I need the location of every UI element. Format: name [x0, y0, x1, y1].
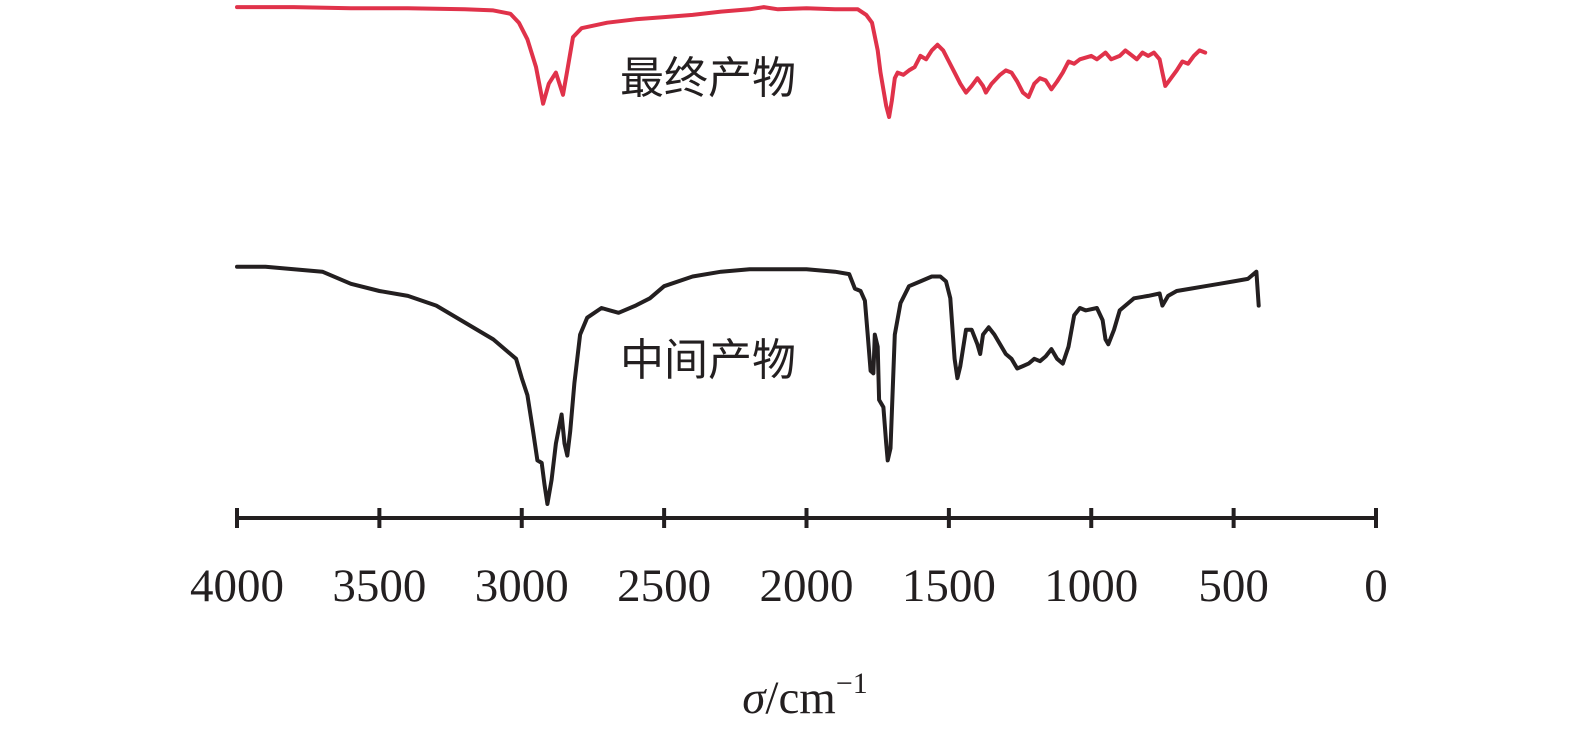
- x-tick-label: 1000: [1044, 560, 1138, 612]
- series-labels: 最终产物 中间产物: [620, 53, 796, 386]
- x-tick-label: 3000: [475, 560, 569, 612]
- x-axis-title: σ/cm−1: [742, 667, 868, 724]
- x-tick-label: 4000: [190, 560, 284, 612]
- x-axis-tick-labels: 4000 3500 3000 2500 2000 1500 1000 500 0: [190, 560, 1388, 612]
- x-axis-title-unit: /cm: [765, 672, 835, 724]
- x-axis-ticks: [235, 508, 1378, 528]
- series-label-final-product: 最终产物: [620, 53, 796, 104]
- series-line-final-product: [235, 5, 1208, 119]
- x-tick-label: 2500: [617, 560, 711, 612]
- x-tick-label: 3500: [332, 560, 426, 612]
- series-layer: [235, 5, 1261, 506]
- x-axis: 4000 3500 3000 2500 2000 1500 1000 500 0: [190, 508, 1388, 612]
- x-tick-label: 0: [1364, 560, 1388, 612]
- x-tick-label: 2000: [760, 560, 854, 612]
- x-tick-label: 1500: [902, 560, 996, 612]
- x-axis-title-exponent: −1: [836, 667, 868, 700]
- x-tick-label: 500: [1198, 560, 1269, 612]
- series-line-intermediate-product: [235, 264, 1261, 506]
- series-label-intermediate-product: 中间产物: [620, 335, 796, 386]
- x-axis-title-symbol: σ: [742, 672, 767, 724]
